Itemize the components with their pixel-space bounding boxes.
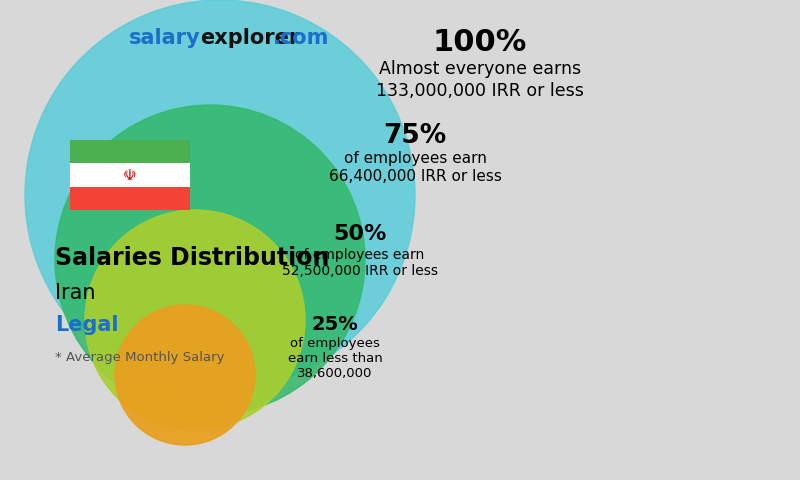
Text: earn less than: earn less than	[288, 352, 382, 365]
Text: Almost everyone earns: Almost everyone earns	[379, 60, 581, 78]
Text: ☫: ☫	[123, 168, 137, 182]
Text: of employees earn: of employees earn	[343, 151, 486, 166]
Text: 38,600,000: 38,600,000	[298, 367, 373, 380]
Bar	[70, 187, 190, 210]
Text: 133,000,000 IRR or less: 133,000,000 IRR or less	[376, 82, 584, 100]
Text: Legal: Legal	[55, 315, 118, 335]
Circle shape	[85, 210, 305, 430]
Text: 25%: 25%	[312, 315, 358, 334]
Circle shape	[115, 305, 255, 445]
Text: of employees earn: of employees earn	[295, 248, 425, 262]
Text: Salaries Distribution: Salaries Distribution	[55, 246, 330, 270]
Text: 66,400,000 IRR or less: 66,400,000 IRR or less	[329, 169, 502, 184]
Text: of employees: of employees	[290, 337, 380, 350]
Circle shape	[55, 105, 365, 415]
Text: 52,500,000 IRR or less: 52,500,000 IRR or less	[282, 264, 438, 278]
Text: Iran: Iran	[55, 283, 95, 303]
Text: salary: salary	[128, 28, 200, 48]
Text: 50%: 50%	[334, 224, 386, 244]
Bar	[70, 163, 190, 187]
Text: 100%: 100%	[433, 28, 527, 57]
Circle shape	[25, 0, 415, 390]
Bar	[70, 140, 190, 163]
Text: .com: .com	[273, 28, 330, 48]
Text: explorer: explorer	[200, 28, 299, 48]
Text: 75%: 75%	[383, 123, 446, 149]
Text: * Average Monthly Salary: * Average Monthly Salary	[55, 351, 225, 364]
